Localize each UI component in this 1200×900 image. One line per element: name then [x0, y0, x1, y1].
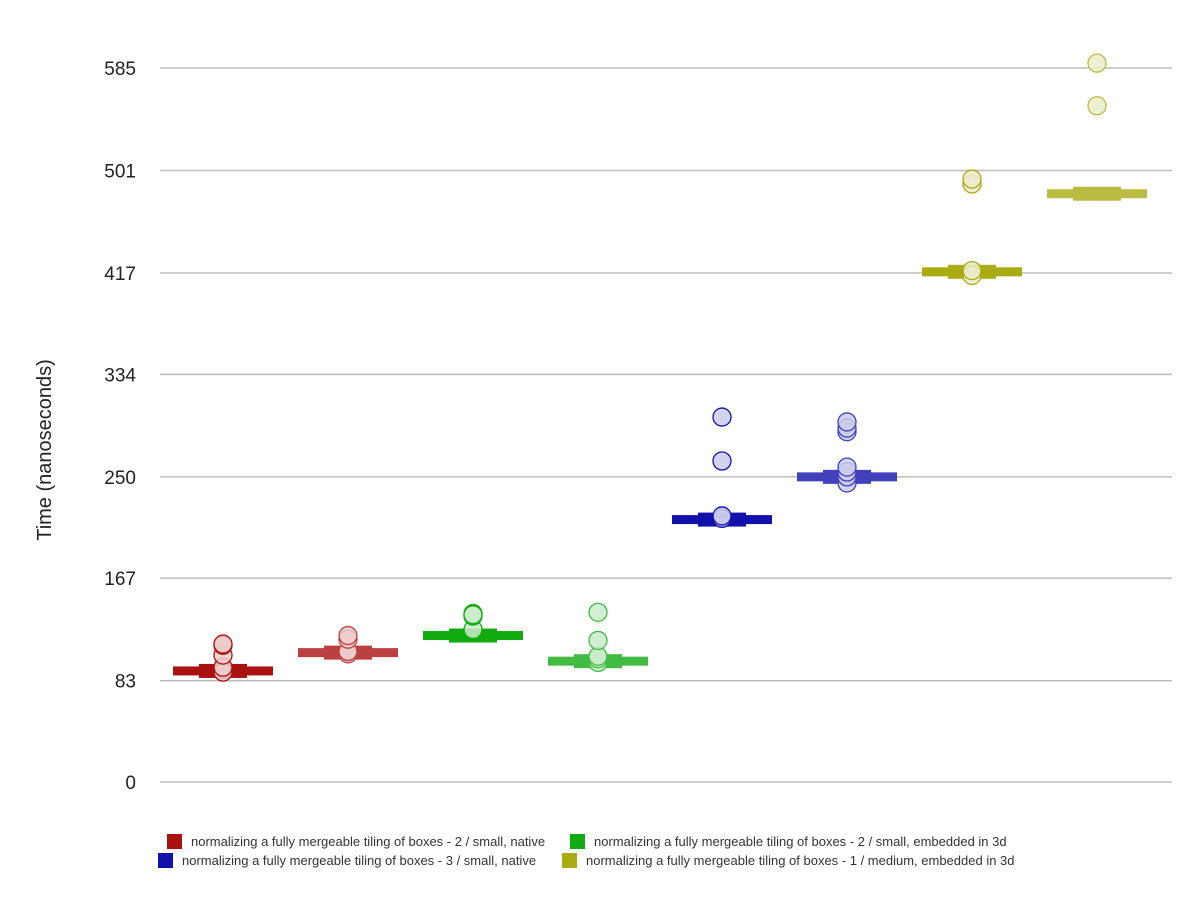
data-point	[837, 457, 857, 477]
legend-item-3: normalizing a fully mergeable tiling of …	[158, 853, 536, 868]
data-point	[1087, 96, 1107, 116]
y-tick-label: 501	[104, 162, 136, 183]
y-axis-title: Time (nanoseconds)	[34, 359, 56, 541]
legend: normalizing a fully mergeable tiling of …	[158, 834, 1015, 868]
data-point	[712, 506, 732, 526]
series-2-group-1	[423, 603, 523, 643]
legend-swatch	[167, 834, 182, 849]
series-3-group-2	[797, 412, 897, 493]
plot-area	[173, 53, 1147, 682]
data-point	[213, 634, 233, 654]
legend-item-1: normalizing a fully mergeable tiling of …	[167, 834, 545, 849]
y-tick-label: 585	[104, 59, 136, 80]
legend-swatch	[570, 834, 585, 849]
data-point	[712, 451, 732, 471]
series-1-group-2	[298, 625, 398, 664]
legend-swatch	[562, 853, 577, 868]
series-1-group-1	[173, 634, 273, 682]
y-tick-label: 0	[125, 773, 136, 794]
series-4-group-2	[1047, 53, 1147, 201]
series-2-group-2	[548, 602, 648, 673]
data-point	[1087, 53, 1107, 73]
data-point	[962, 260, 982, 281]
data-point	[463, 605, 483, 625]
data-point	[588, 602, 608, 622]
y-tick-label: 167	[104, 569, 136, 590]
gridlines	[160, 67, 1172, 783]
legend-item-2: normalizing a fully mergeable tiling of …	[570, 834, 1007, 849]
legend-swatch	[158, 853, 173, 868]
legend-label: normalizing a fully mergeable tiling of …	[191, 834, 545, 849]
data-point	[837, 412, 857, 432]
data-point	[588, 630, 608, 651]
y-axis-ticks: 0 83 167 250 334 417 501 585	[104, 59, 136, 794]
y-tick-label: 334	[104, 365, 136, 386]
median-bar-core	[1073, 186, 1121, 201]
legend-label: normalizing a fully mergeable tiling of …	[594, 834, 1007, 849]
legend-label: normalizing a fully mergeable tiling of …	[586, 853, 1015, 868]
y-tick-label: 417	[104, 264, 136, 285]
data-point	[962, 169, 982, 189]
data-point	[338, 625, 358, 646]
legend-label: normalizing a fully mergeable tiling of …	[182, 853, 536, 868]
y-tick-label: 83	[115, 672, 136, 693]
data-point	[712, 407, 732, 427]
legend-item-4: normalizing a fully mergeable tiling of …	[562, 853, 1015, 868]
series-3-group-1	[672, 407, 772, 529]
series-4-group-1	[922, 169, 1022, 286]
y-tick-label: 250	[104, 468, 136, 489]
